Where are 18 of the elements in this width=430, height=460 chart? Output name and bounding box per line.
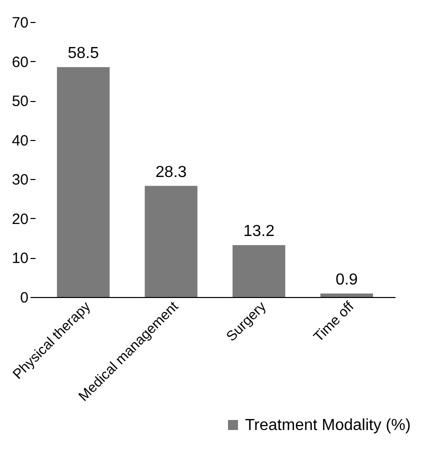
y-tick-label: 70 xyxy=(12,14,28,32)
bar xyxy=(232,245,286,297)
y-tick-label: 30 xyxy=(12,172,28,189)
y-tick-label: 20 xyxy=(12,210,28,228)
y-tick-label: 0 xyxy=(20,290,28,306)
y-tick-label: 40 xyxy=(12,132,28,150)
legend-label: Treatment Modality (%) xyxy=(245,417,411,434)
data-label: 0.9 xyxy=(336,271,358,288)
x-tick-label: Time off xyxy=(310,298,357,345)
y-tick-label: 10 xyxy=(12,250,28,268)
data-label: 13.2 xyxy=(243,223,275,240)
y-tick-label: 60 xyxy=(12,54,28,71)
data-label: 28.3 xyxy=(156,164,187,181)
data-label: 58.5 xyxy=(68,45,99,62)
bar xyxy=(144,186,198,297)
y-tick-label: 50 xyxy=(12,93,28,110)
bar xyxy=(320,293,374,297)
bar xyxy=(56,67,110,297)
